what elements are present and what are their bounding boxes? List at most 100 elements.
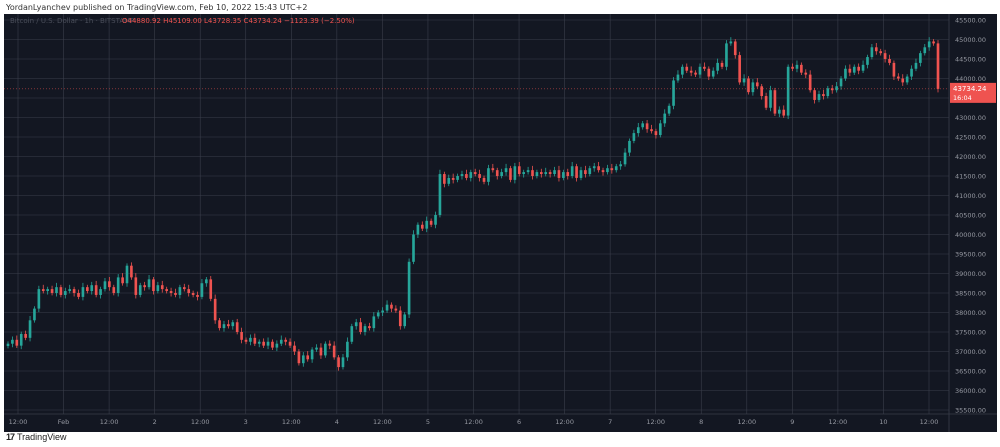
- last-price-badge: [950, 82, 996, 103]
- candle-body: [443, 174, 446, 184]
- candle-body: [733, 41, 737, 56]
- candle-body: [892, 62, 896, 77]
- candle-body: [288, 341, 292, 346]
- candle-body: [103, 281, 107, 290]
- price-axis: 45500.0045000.0044500.0044000.0043500.00…: [955, 17, 986, 415]
- candle-body: [394, 308, 398, 311]
- candle-body: [205, 279, 208, 284]
- candle-body: [874, 47, 878, 52]
- footer: 17 TradingView: [6, 432, 67, 442]
- candle-body: [134, 277, 138, 295]
- candle-body: [28, 320, 32, 338]
- candle-body: [37, 289, 41, 309]
- candle-body: [927, 41, 931, 48]
- candlestick-chart[interactable]: 45500.0045000.0044500.0044000.0043500.00…: [4, 14, 997, 432]
- candle-body: [90, 285, 94, 292]
- x-tick-label: 12:00: [646, 418, 665, 426]
- candle-body: [566, 172, 570, 176]
- candle-body: [403, 314, 407, 327]
- candle-body: [804, 72, 808, 75]
- x-tick-label: 12:00: [920, 418, 939, 426]
- candle-body: [522, 172, 526, 175]
- candle-body: [368, 326, 371, 329]
- candle-body: [41, 289, 45, 292]
- candle-body: [99, 289, 102, 295]
- candle-body: [108, 281, 111, 288]
- publisher-line: YordanLyanchev published on TradingView.…: [6, 3, 308, 12]
- y-tick-label: 38500.00: [955, 290, 986, 298]
- candle-body: [398, 310, 402, 327]
- y-tick-label: 38000.00: [955, 309, 986, 317]
- x-tick-label: 2: [153, 418, 157, 426]
- candle-body: [495, 170, 499, 176]
- grid: [4, 14, 997, 432]
- y-tick-label: 41000.00: [955, 192, 986, 200]
- candle-body: [659, 123, 662, 136]
- candle-body: [707, 68, 711, 77]
- candle-body: [606, 168, 609, 173]
- candle-body: [685, 66, 689, 71]
- candle-body: [77, 293, 80, 297]
- candle-body: [575, 166, 578, 178]
- candle-body: [720, 62, 724, 67]
- candle-body: [297, 351, 301, 364]
- y-tick-label: 40000.00: [955, 231, 986, 239]
- x-tick-label: 12:00: [282, 418, 301, 426]
- candle-body: [936, 43, 940, 89]
- candle-body: [121, 277, 124, 284]
- candle-body: [174, 293, 177, 295]
- candle-body: [293, 345, 296, 352]
- candle-body: [165, 289, 168, 292]
- candle-body: [910, 68, 913, 77]
- candle-body: [46, 289, 49, 292]
- candle-body: [473, 172, 477, 175]
- candle-body: [465, 174, 468, 178]
- candle-body: [923, 47, 927, 54]
- candle-body: [747, 78, 750, 93]
- candle-body: [55, 287, 58, 293]
- candle-body: [861, 64, 865, 71]
- candle-body: [672, 80, 675, 106]
- x-tick-label: 12:00: [373, 418, 392, 426]
- candle-body: [244, 339, 248, 342]
- candle-body: [482, 177, 486, 182]
- y-tick-label: 37500.00: [955, 329, 986, 337]
- candle-body: [681, 66, 684, 75]
- candle-body: [332, 345, 336, 358]
- candle-body: [376, 312, 380, 317]
- chart-frame[interactable]: 45500.0045000.0044500.0044000.0043500.00…: [4, 14, 997, 432]
- candle-body: [451, 177, 455, 180]
- candle-body: [610, 168, 614, 171]
- candle-body: [19, 333, 23, 346]
- candle-body: [187, 289, 191, 293]
- candle-body: [553, 170, 556, 175]
- candle-body: [773, 90, 777, 114]
- candle-body: [883, 53, 887, 59]
- candle-body: [337, 357, 340, 368]
- y-tick-label: 41500.00: [955, 173, 986, 181]
- candle-body: [63, 291, 67, 295]
- ohlc-readout: O44880.92 H45109.00 L43728.35 C43734.24 …: [122, 17, 355, 25]
- x-tick-label: 12:00: [191, 418, 210, 426]
- candle-body: [870, 47, 874, 58]
- candle-body: [116, 277, 120, 293]
- x-tick-label: 12:00: [464, 418, 483, 426]
- last-price-value: 43734.24: [953, 85, 987, 93]
- candle-body: [628, 140, 631, 153]
- candle-body: [390, 304, 393, 309]
- candle-body: [209, 279, 213, 299]
- candle-body: [830, 88, 834, 91]
- candle-body: [460, 174, 464, 176]
- candle-body: [324, 343, 327, 356]
- candle-body: [676, 74, 680, 81]
- candle-body: [694, 72, 697, 75]
- candle-body: [791, 66, 794, 69]
- y-tick-label: 45500.00: [955, 17, 986, 25]
- candle-body: [932, 41, 935, 44]
- candle-body: [24, 333, 27, 338]
- candle-body: [667, 105, 671, 114]
- candle-body: [147, 279, 151, 288]
- candle-body: [919, 53, 922, 63]
- candle-body: [698, 66, 702, 75]
